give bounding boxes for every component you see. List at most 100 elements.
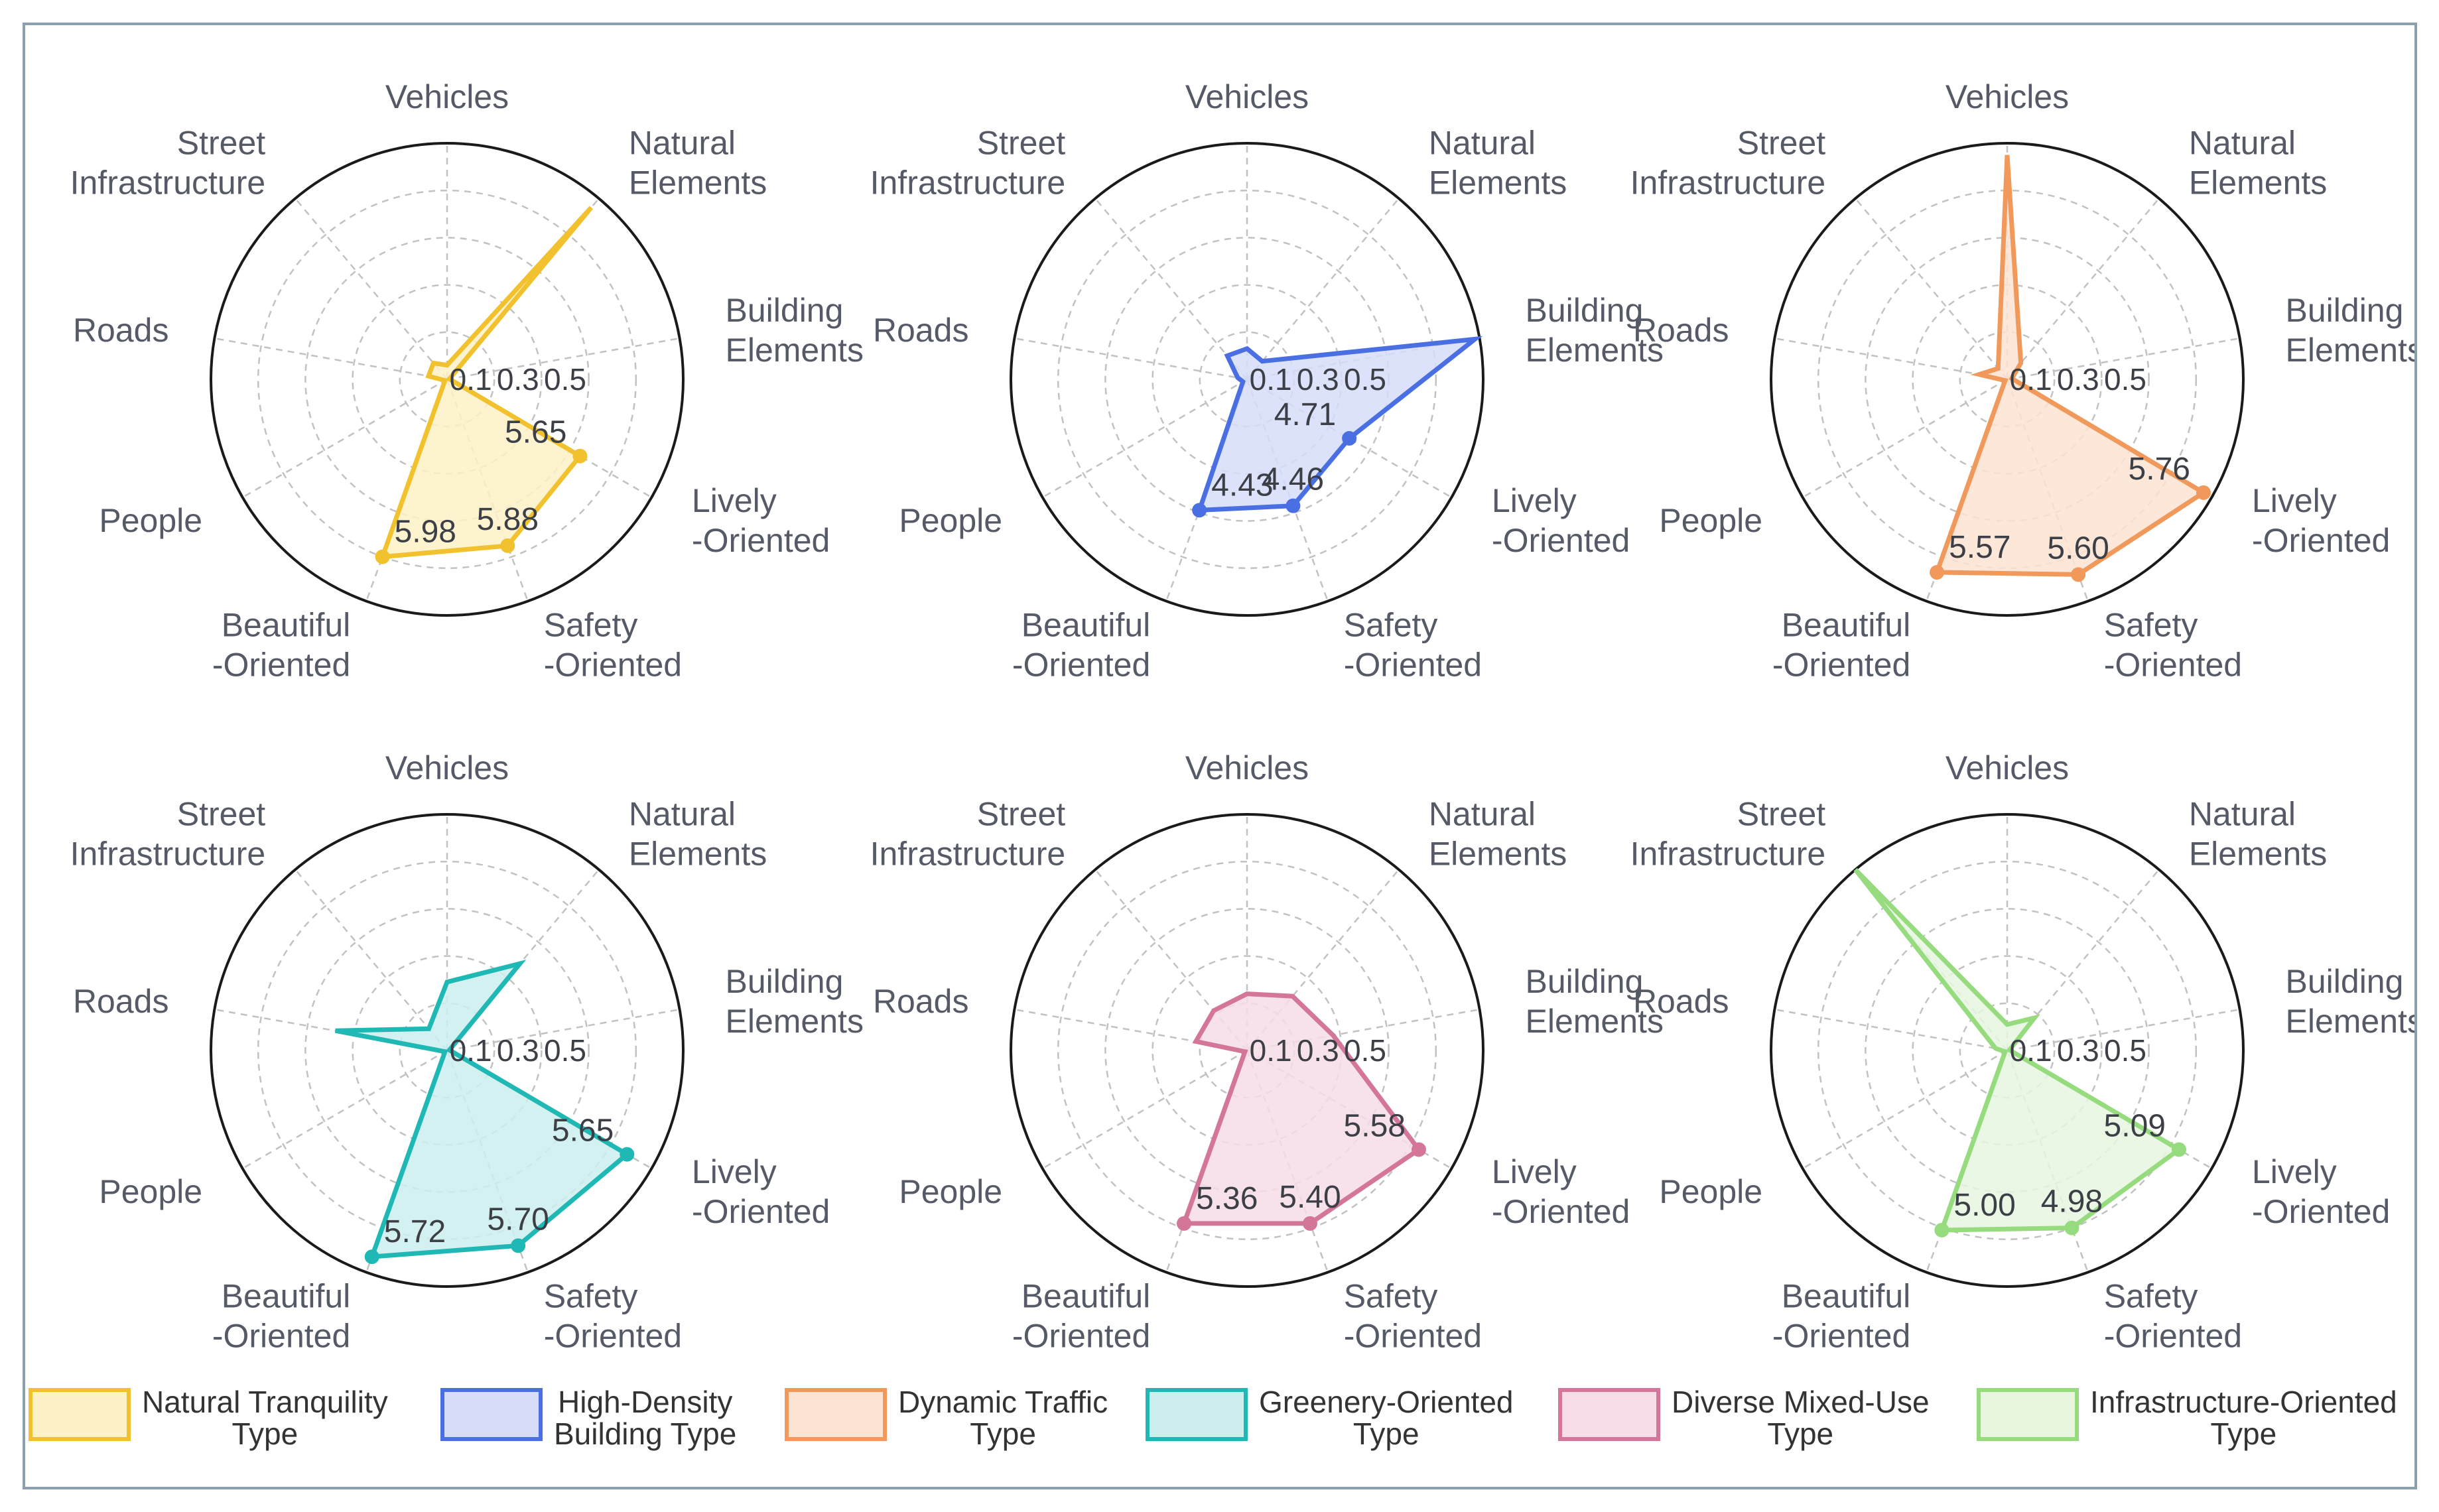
radial-tick-label: 0.3 xyxy=(497,1033,539,1068)
axis-spoke xyxy=(1246,198,1400,380)
legend-item-diverse-mixed-use-type: Diverse Mixed-Use Type xyxy=(1558,1385,1930,1451)
axis-label-line: Beautiful xyxy=(1022,1277,1151,1314)
legend-label-line: Type xyxy=(2211,1417,2277,1451)
axis-label-natural-elements: Natural Elements xyxy=(1429,796,1567,873)
axis-spoke xyxy=(1855,198,2008,380)
axis-spoke xyxy=(1094,198,1248,380)
data-point-lively-oriented xyxy=(620,1147,635,1162)
axis-label-line: Roads xyxy=(1633,312,1729,349)
legend-label-line: Infrastructure-Oriented xyxy=(2090,1385,2397,1419)
value-label-lively-oriented: 5.76 xyxy=(2129,452,2190,487)
axis-spoke xyxy=(295,198,448,380)
axis-spoke xyxy=(1042,378,1248,499)
grid-ring xyxy=(1817,860,2198,1241)
radial-tick-label: 0.3 xyxy=(1297,362,1339,397)
radial-tick-label: 0.5 xyxy=(544,362,586,397)
axis-spoke xyxy=(2007,337,2240,381)
value-label-lively-oriented: 4.71 xyxy=(1274,397,1336,432)
axis-label-safety-oriented: Safety -Oriented xyxy=(2104,606,2242,683)
axis-label-lively-oriented: Lively -Oriented xyxy=(1492,482,1630,559)
data-point-beautiful-oriented xyxy=(1930,565,1945,580)
legend-label-line: Building Type xyxy=(554,1417,736,1451)
radial-tick-label: 0.3 xyxy=(2057,1033,2099,1068)
value-label-lively-oriented: 5.09 xyxy=(2104,1109,2166,1144)
value-label-beautiful-oriented: 5.72 xyxy=(384,1214,446,1249)
radial-tick-label: 0.1 xyxy=(450,1033,492,1068)
axis-label-line: Natural xyxy=(629,796,736,833)
grid-ring xyxy=(257,189,637,570)
radial-tick-label: 0.5 xyxy=(1344,1033,1386,1068)
axis-label-natural-elements: Natural Elements xyxy=(629,125,767,202)
axis-label-lively-oriented: Lively -Oriented xyxy=(2252,482,2390,559)
axis-label-people: People xyxy=(899,502,1002,539)
radial-tick-label: 0.5 xyxy=(2104,362,2146,397)
axis-label-line: People xyxy=(99,1173,202,1210)
axis-spoke xyxy=(242,1049,448,1170)
figure-panel: 0.1 0.3 0.5 Vehicles Natural Elements Building… xyxy=(23,23,2417,1489)
axis-label-line: Infrastructure xyxy=(1630,836,1826,873)
axis-label-line: Elements xyxy=(2286,332,2414,369)
axis-label-line: Lively xyxy=(2252,482,2337,519)
data-polygon xyxy=(1934,155,2208,577)
axis-label-lively-oriented: Lively -Oriented xyxy=(692,1153,830,1230)
data-point-safety-oriented xyxy=(511,1238,526,1253)
grid-ring xyxy=(1057,189,1437,570)
axis-label-line: Beautiful xyxy=(1782,1277,1911,1314)
axis-label-line: Natural xyxy=(1429,796,1536,833)
axis-label-building-elements: Building Elements xyxy=(726,292,864,369)
value-label-lively-oriented: 5.65 xyxy=(552,1113,614,1149)
legend-item-dynamic-traffic-type: Dynamic Traffic Type xyxy=(785,1385,1108,1451)
axis-label-roads: Roads xyxy=(873,983,969,1020)
radial-tick-label: 0.1 xyxy=(1250,1033,1292,1068)
outer-ring xyxy=(1770,142,2245,617)
data-point-beautiful-oriented xyxy=(1177,1216,1192,1231)
axis-label-line: Street xyxy=(977,125,1066,162)
axis-label-line: Building xyxy=(1526,292,1644,329)
axis-label-line: -Oriented xyxy=(1492,522,1630,559)
radial-tick-label: 0.1 xyxy=(1250,362,1292,397)
axis-spoke xyxy=(1774,1008,2008,1052)
axis-label-building-elements: Building Elements xyxy=(1526,963,1664,1040)
axis-label-line: Beautiful xyxy=(1782,606,1911,643)
grid-ring xyxy=(1057,860,1437,1241)
value-label-lively-oriented: 5.58 xyxy=(1344,1109,1406,1144)
outer-ring xyxy=(210,813,685,1288)
axis-label-line: Elements xyxy=(1429,836,1567,873)
axis-label-line: People xyxy=(1659,1173,1762,1210)
axis-label-line: -Oriented xyxy=(1772,1317,1910,1354)
axis-label-line: -Oriented xyxy=(212,646,350,683)
axis-label-vehicles: Vehicles xyxy=(1185,78,1309,115)
outer-ring xyxy=(1010,813,1484,1288)
legend-swatch xyxy=(1977,1388,2079,1441)
axis-label-building-elements: Building Elements xyxy=(726,963,864,1040)
axis-label-line: Beautiful xyxy=(1022,606,1151,643)
axis-label-line: -Oriented xyxy=(212,1317,350,1354)
legend-label-line: Dynamic Traffic xyxy=(898,1385,1108,1419)
data-point-beautiful-oriented xyxy=(1192,503,1207,518)
legend-label-line: Type xyxy=(970,1417,1036,1451)
axis-label-line: -Oriented xyxy=(1012,1317,1150,1354)
axis-label-line: Elements xyxy=(726,332,864,369)
radial-tick-label: 0.5 xyxy=(1344,362,1386,397)
data-polygon xyxy=(1196,336,1483,513)
axis-label-line: People xyxy=(99,502,202,539)
axis-label-people: People xyxy=(99,1173,202,1210)
axis-label-line: Roads xyxy=(73,312,169,349)
axis-label-line: Vehicles xyxy=(1945,749,2069,787)
axis-label-line: -Oriented xyxy=(2252,522,2390,559)
legend-item-infrastructure-oriented-type: Infrastructure-Oriented Type xyxy=(1977,1385,2397,1451)
axis-label-vehicles: Vehicles xyxy=(1945,749,2069,787)
radial-tick-label: 0.3 xyxy=(1297,1033,1339,1068)
data-point-lively-oriented xyxy=(572,448,588,464)
axis-label-line: Vehicles xyxy=(1945,78,2069,115)
axis-label-line: Lively xyxy=(2252,1153,2337,1190)
axis-label-line: -Oriented xyxy=(544,1317,682,1354)
legend-item-greenery-oriented-type: Greenery-Oriented Type xyxy=(1146,1385,1514,1451)
axis-label-street-infrastructure: Street Infrastructure xyxy=(870,125,1066,202)
axis-label-people: People xyxy=(99,502,202,539)
outer-ring xyxy=(1770,813,2245,1288)
axis-label-line: Street xyxy=(977,796,1066,833)
